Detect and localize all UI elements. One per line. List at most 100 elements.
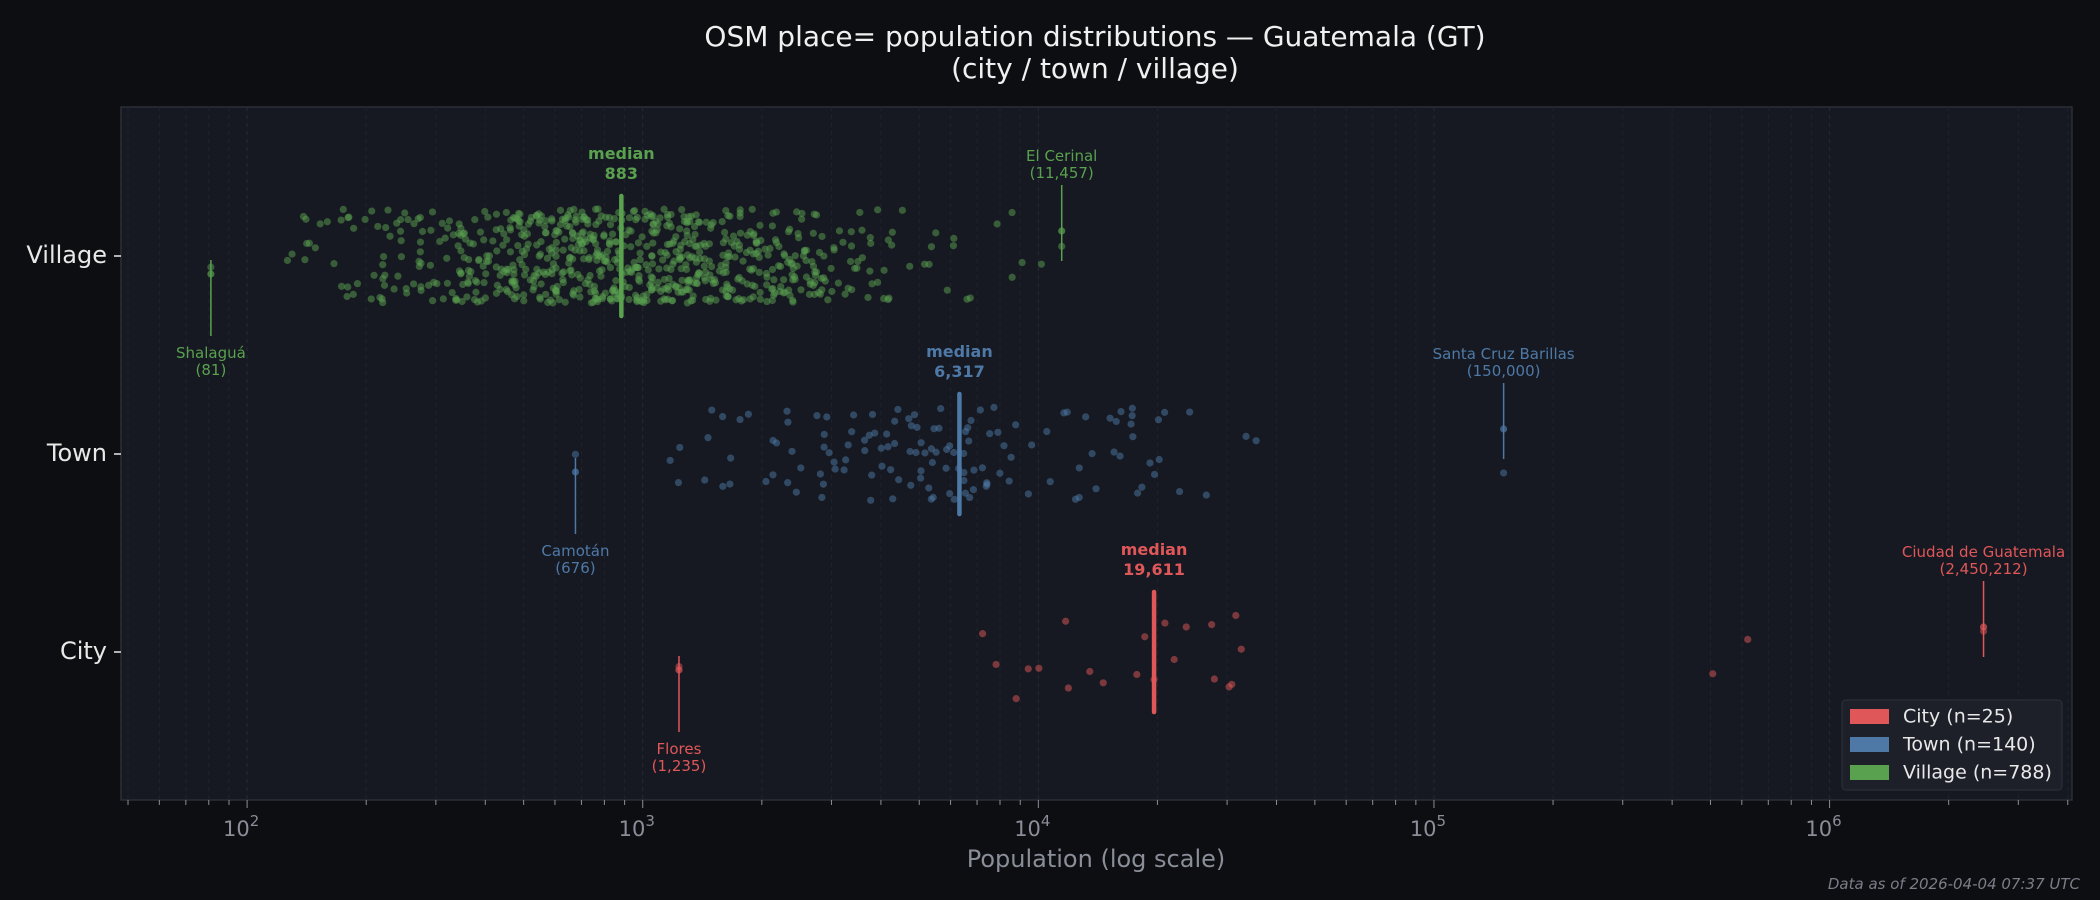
data-point [722, 292, 730, 300]
data-point [1024, 665, 1032, 673]
data-point [937, 404, 945, 413]
data-point [311, 244, 319, 252]
data-point [1106, 414, 1114, 422]
data-point [578, 208, 586, 216]
data-point [592, 295, 600, 303]
data-point [379, 261, 387, 269]
data-point [667, 223, 675, 231]
data-point [1186, 408, 1194, 416]
data-point [401, 209, 409, 217]
data-point [537, 238, 545, 246]
data-point [777, 282, 785, 291]
data-point [634, 275, 643, 284]
data-point [802, 273, 811, 281]
data-point [541, 270, 549, 279]
series-village [207, 205, 1066, 307]
data-point [831, 465, 839, 473]
data-point [768, 296, 776, 305]
data-point [526, 276, 534, 284]
data-point [585, 255, 593, 264]
data-point [1008, 273, 1016, 281]
data-point [770, 276, 778, 284]
data-point [887, 466, 895, 474]
data-point [950, 495, 958, 503]
data-point [655, 265, 663, 273]
data-point [668, 297, 676, 305]
data-point [780, 276, 788, 284]
data-point [960, 449, 968, 458]
data-point [492, 210, 501, 218]
data-point [508, 278, 516, 287]
data-point [844, 441, 852, 449]
data-point [606, 295, 615, 303]
data-point [556, 206, 565, 214]
data-point [600, 232, 608, 240]
x-tick-label: 102 [223, 812, 259, 841]
data-point [520, 271, 529, 279]
data-point [598, 251, 606, 259]
data-point [762, 269, 771, 278]
points [207, 205, 1988, 703]
data-point [527, 213, 535, 222]
data-point [337, 216, 345, 224]
data-point [1028, 441, 1036, 449]
data-point [868, 410, 877, 419]
data-point [763, 297, 771, 306]
x-axis-label: Population (log scale) [967, 845, 1226, 873]
data-point [349, 290, 357, 298]
y-tick-label-town: Town [46, 439, 107, 467]
data-point [927, 243, 936, 251]
data-point [600, 257, 608, 265]
data-point [756, 221, 764, 229]
data-point [627, 227, 635, 235]
data-point [851, 264, 859, 272]
data-point [438, 219, 446, 228]
data-point [907, 422, 915, 430]
data-point [623, 268, 631, 276]
data-point [1012, 695, 1020, 703]
data-point [965, 437, 973, 445]
data-point [603, 247, 612, 256]
data-point [797, 464, 805, 472]
data-point [541, 223, 549, 231]
data-point [788, 447, 796, 455]
data-point [917, 474, 925, 482]
data-point [708, 406, 716, 414]
data-point [811, 268, 819, 276]
data-point [549, 299, 557, 307]
data-point [1252, 437, 1260, 445]
data-point [828, 287, 836, 296]
data-point [880, 266, 888, 274]
data-point [700, 255, 709, 263]
data-point [580, 255, 588, 263]
data-point [943, 445, 951, 454]
data-point [824, 296, 832, 304]
data-point [545, 245, 553, 253]
chart-title: OSM place= population distributions — Gu… [704, 20, 1485, 53]
data-point [966, 493, 974, 502]
annotation-value: (2,450,212) [1940, 560, 2028, 578]
data-point [370, 271, 378, 279]
data-point [1709, 670, 1717, 678]
data-point [722, 206, 730, 215]
data-point [739, 257, 747, 265]
data-point [1170, 655, 1178, 664]
data-point [986, 430, 994, 438]
data-point [648, 252, 656, 260]
annotation-value: (1,235) [652, 757, 707, 775]
data-point [499, 241, 507, 249]
data-point [810, 210, 818, 218]
data-point [493, 247, 501, 255]
data-point [576, 293, 584, 301]
data-point [771, 289, 779, 297]
data-point [696, 248, 704, 256]
data-point [895, 476, 903, 484]
data-point [1744, 635, 1752, 644]
data-point [736, 415, 744, 424]
data-point [514, 241, 522, 250]
data-point [523, 230, 532, 238]
data-point [674, 288, 682, 296]
data-point [590, 282, 599, 290]
data-point [678, 276, 686, 284]
data-point [683, 219, 691, 227]
